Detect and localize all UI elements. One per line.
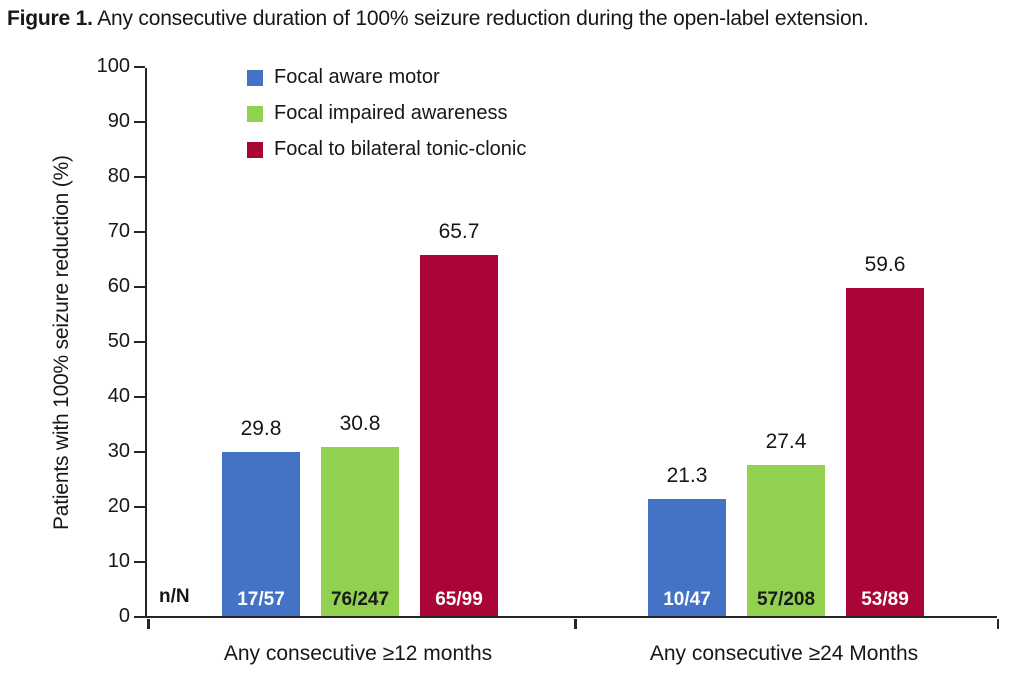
- y-axis-tick: [134, 176, 145, 178]
- bar-focal-impaired-awareness: 30.8 76/247: [321, 412, 399, 616]
- bar-focal-impaired-awareness: 27.4 57/208: [747, 430, 825, 616]
- y-tick-label: 90: [107, 109, 130, 132]
- y-axis-tick: [134, 286, 145, 288]
- legend-label: Focal impaired awareness: [274, 102, 508, 124]
- y-axis-tick: [134, 121, 145, 123]
- y-tick-label: 50: [107, 329, 130, 352]
- y-tick-label: 30: [107, 439, 130, 462]
- bar-group-1: 29.8 17/57 30.8 76/247 65.7 65/99: [147, 68, 573, 616]
- bar-value-label: 30.8: [339, 411, 381, 435]
- bar-focal-to-bilateral-tonic-clonic: 65.7 65/99: [420, 220, 498, 616]
- legend-item: Focal impaired awareness: [247, 102, 526, 125]
- y-axis-tick: [134, 341, 145, 343]
- y-tick-label: 60: [107, 274, 130, 297]
- bar-nn-label: 57/208: [756, 589, 816, 610]
- bar-focal-aware-motor: 29.8 17/57: [222, 417, 300, 616]
- legend-label: Focal aware motor: [274, 66, 440, 88]
- y-axis-tick: [134, 231, 145, 233]
- y-axis-tick: [134, 616, 145, 618]
- y-axis-tick: [134, 66, 145, 68]
- y-tick-label: 100: [96, 54, 130, 77]
- legend-item: Focal to bilateral tonic-clonic: [247, 138, 526, 161]
- legend: Focal aware motor Focal impaired awarenes…: [247, 66, 526, 161]
- figure-label: Figure 1.: [7, 7, 93, 30]
- y-axis-tick: [134, 451, 145, 453]
- x-axis-tick: [996, 618, 999, 629]
- figure-caption: Any consecutive duration of 100% seizure…: [92, 7, 869, 30]
- bar-focal-to-bilateral-tonic-clonic: 59.6 53/89: [846, 253, 924, 616]
- y-tick-label: 70: [107, 219, 130, 242]
- bar-group-2: 21.3 10/47 27.4 57/208 59.6 53/89: [573, 68, 999, 616]
- x-axis-tick: [147, 618, 150, 629]
- bar-value-label: 65.7: [438, 219, 480, 243]
- bar-nn-label: 53/89: [861, 589, 909, 610]
- bar-nn-label: 17/57: [237, 589, 285, 610]
- y-axis-tick: [134, 561, 145, 563]
- y-tick-label: 20: [107, 494, 130, 517]
- x-axis-tick: [574, 618, 577, 629]
- legend-swatch-focal-impaired-awareness: [247, 105, 263, 122]
- y-tick-label: 40: [107, 384, 130, 407]
- plot-area: Focal aware motor Focal impaired awarenes…: [97, 55, 999, 629]
- bar-nn-label: 10/47: [663, 589, 711, 610]
- figure-title: Figure 1. Any consecutive duration of 10…: [7, 6, 869, 32]
- bar-value-label: 27.4: [765, 430, 807, 454]
- bar-value-label: 59.6: [864, 253, 906, 277]
- legend-swatch-focal-aware-motor: [247, 69, 263, 86]
- y-tick-label: 10: [107, 549, 130, 572]
- bar-nn-label: 65/99: [435, 589, 483, 610]
- legend-label: Focal to bilateral tonic-clonic: [274, 138, 527, 160]
- bar-nn-label: 76/247: [330, 589, 390, 610]
- x-category-label-1: Any consecutive ≥12 months: [223, 642, 493, 665]
- y-axis-tick: [134, 506, 145, 508]
- legend-swatch-focal-to-bilateral-tonic-clonic: [247, 141, 263, 158]
- bar-value-label: 29.8: [240, 417, 282, 441]
- bar-value-label: 21.3: [666, 463, 708, 487]
- x-category-label-2: Any consecutive ≥24 Months: [649, 642, 919, 665]
- bar-focal-aware-motor: 21.3 10/47: [648, 464, 726, 616]
- y-tick-label: 80: [107, 164, 130, 187]
- y-axis-tick: [134, 396, 145, 398]
- y-tick-label: 0: [118, 604, 130, 627]
- legend-item: Focal aware motor: [247, 66, 526, 89]
- nn-axis-label: n/N: [159, 586, 190, 607]
- y-axis-title: Patients with 100% seizure reduction (%): [50, 155, 73, 531]
